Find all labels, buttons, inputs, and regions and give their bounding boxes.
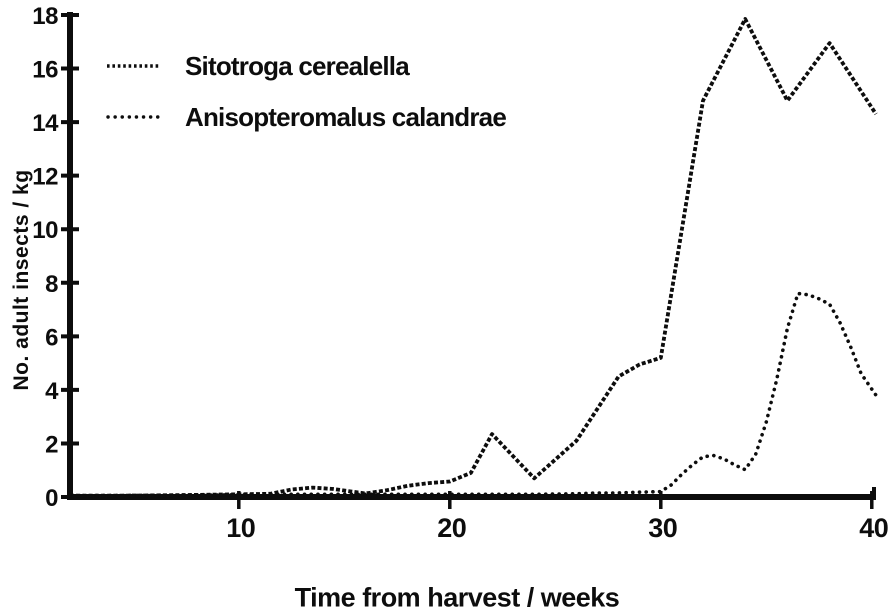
x-axis-title: Time from harvest / weeks: [294, 582, 620, 613]
dotted-line-swatch: [106, 115, 162, 119]
series-line-anisopteromalus-calandrae: [68, 291, 878, 498]
x-tick-label: 10: [226, 513, 255, 543]
y-tick-label: 0: [45, 485, 58, 512]
y-tick-label: 4: [45, 378, 59, 405]
legend-label-sitotroga: Sitotroga cerealella: [185, 50, 410, 81]
y-tick-label: 14: [32, 110, 59, 137]
x-tick-label: 20: [437, 513, 466, 543]
y-tick-label: 16: [32, 57, 58, 84]
y-axis-title: No. adult insects / kg: [10, 169, 33, 391]
x-tick-label: 30: [648, 513, 677, 543]
y-tick-label: 8: [45, 271, 58, 298]
legend: Sitotroga cerealella Anisopteromalus cal…: [106, 50, 507, 133]
y-tick-label: 2: [45, 431, 58, 458]
legend-label-anisopteromalus: Anisopteromalus calandrae: [185, 101, 507, 132]
y-tick-label: 12: [32, 164, 58, 191]
legend-item-anisopteromalus: Anisopteromalus calandrae: [106, 101, 507, 133]
y-tick-label: 6: [45, 324, 58, 351]
x-tick-label: 40: [859, 513, 888, 543]
y-tick-label: 10: [32, 217, 58, 244]
dense-dotted-line-swatch: [107, 64, 161, 68]
y-tick-label: 18: [32, 3, 58, 30]
legend-item-sitotroga: Sitotroga cerealella: [106, 50, 506, 82]
